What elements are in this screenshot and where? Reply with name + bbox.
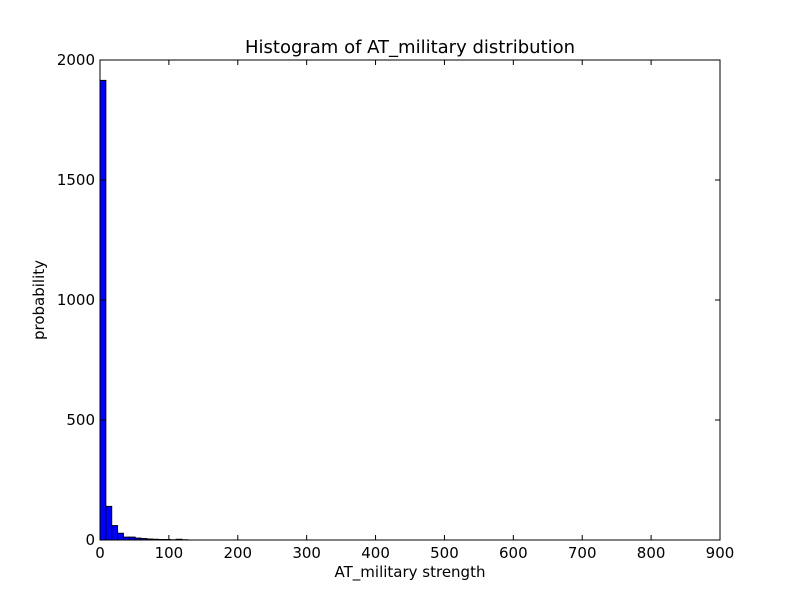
histogram-bar [106, 506, 112, 540]
x-tick-label: 900 [706, 544, 735, 562]
x-tick-label: 500 [430, 544, 459, 562]
x-axis-label: AT_military strength [335, 563, 486, 582]
y-axis-label: probability [30, 260, 48, 340]
y-tick-label: 1000 [57, 291, 95, 309]
x-tick-label: 600 [499, 544, 528, 562]
y-tick-label: 0 [85, 531, 95, 549]
histogram-bar [118, 533, 124, 540]
histogram-bar [112, 526, 118, 540]
x-tick-label: 300 [292, 544, 321, 562]
y-tick-label: 500 [66, 411, 95, 429]
y-tick-label: 1500 [57, 171, 95, 189]
y-tick-label: 2000 [57, 51, 95, 69]
chart-title: Histogram of AT_military distribution [245, 37, 575, 58]
x-tick-label: 400 [361, 544, 390, 562]
histogram-bar [100, 80, 106, 540]
x-tick-label: 100 [155, 544, 184, 562]
x-tick-label: 200 [223, 544, 252, 562]
x-tick-label: 0 [95, 544, 105, 562]
x-tick-label: 700 [568, 544, 597, 562]
x-tick-label: 800 [637, 544, 666, 562]
